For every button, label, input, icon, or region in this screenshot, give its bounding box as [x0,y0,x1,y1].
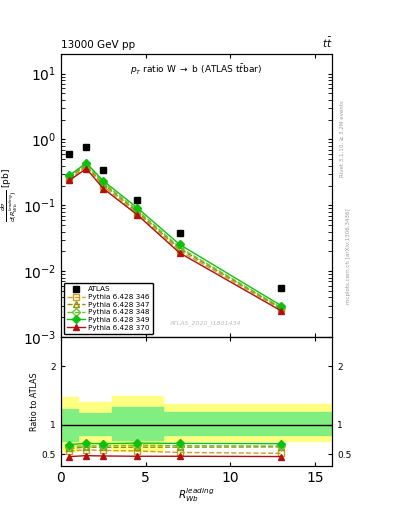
Y-axis label: $\frac{d\sigma}{d(R_{Wb}^{leading})}$ [pb]: $\frac{d\sigma}{d(R_{Wb}^{leading})}$ [p… [0,168,20,222]
ATLAS [84,143,89,150]
Pythia 6.428 347 [84,163,89,169]
Pythia 6.428 348 [135,207,140,213]
Pythia 6.428 349 [67,173,72,179]
Pythia 6.428 348 [177,244,182,250]
Line: Pythia 6.428 347: Pythia 6.428 347 [66,163,284,311]
Pythia 6.428 347 [67,174,72,180]
Pythia 6.428 349 [84,160,89,166]
ATLAS [279,285,284,291]
Pythia 6.428 349 [177,241,182,247]
Pythia 6.428 348 [279,305,284,311]
Line: Pythia 6.428 348: Pythia 6.428 348 [66,161,284,310]
Pythia 6.428 349 [101,178,106,184]
Pythia 6.428 346 [279,306,284,312]
Line: ATLAS: ATLAS [66,143,285,292]
Pythia 6.428 347 [279,305,284,311]
Text: $p_T$ ratio W $\rightarrow$ b (ATLAS t$\bar{t}$bar): $p_T$ ratio W $\rightarrow$ b (ATLAS t$\… [130,62,263,77]
Pythia 6.428 346 [135,210,140,217]
Pythia 6.428 370 [279,308,284,314]
Text: Rivet 3.1.10, ≥ 3.2M events: Rivet 3.1.10, ≥ 3.2M events [340,100,345,177]
Pythia 6.428 347 [101,181,106,187]
Pythia 6.428 348 [67,174,72,180]
Legend: ATLAS, Pythia 6.428 346, Pythia 6.428 347, Pythia 6.428 348, Pythia 6.428 349, P: ATLAS, Pythia 6.428 346, Pythia 6.428 34… [64,283,154,334]
Y-axis label: Ratio to ATLAS: Ratio to ATLAS [30,372,39,431]
ATLAS [67,151,72,157]
Text: $t\bar{t}$: $t\bar{t}$ [321,36,332,50]
Pythia 6.428 347 [135,209,140,215]
Pythia 6.428 370 [101,185,106,191]
Pythia 6.428 370 [135,211,140,218]
Pythia 6.428 346 [67,176,72,182]
Pythia 6.428 347 [177,246,182,252]
Text: 13000 GeV pp: 13000 GeV pp [61,40,135,50]
Pythia 6.428 370 [84,166,89,172]
ATLAS [177,230,182,236]
ATLAS [101,166,106,173]
Text: ATLAS_2020_I1801434: ATLAS_2020_I1801434 [169,320,241,326]
Pythia 6.428 346 [101,183,106,189]
Pythia 6.428 346 [177,248,182,254]
Line: Pythia 6.428 346: Pythia 6.428 346 [66,164,284,312]
Pythia 6.428 348 [101,180,106,186]
Line: Pythia 6.428 349: Pythia 6.428 349 [66,160,284,308]
Text: mcplots.cern.ch [arXiv:1306.3436]: mcplots.cern.ch [arXiv:1306.3436] [346,208,351,304]
ATLAS [135,197,140,203]
X-axis label: $R_{Wb}^{leading}$: $R_{Wb}^{leading}$ [178,486,215,504]
Pythia 6.428 349 [135,205,140,211]
Pythia 6.428 370 [177,250,182,256]
Line: Pythia 6.428 370: Pythia 6.428 370 [66,166,284,314]
Pythia 6.428 349 [279,303,284,309]
Pythia 6.428 346 [84,164,89,170]
Pythia 6.428 370 [67,177,72,183]
Pythia 6.428 348 [84,161,89,167]
